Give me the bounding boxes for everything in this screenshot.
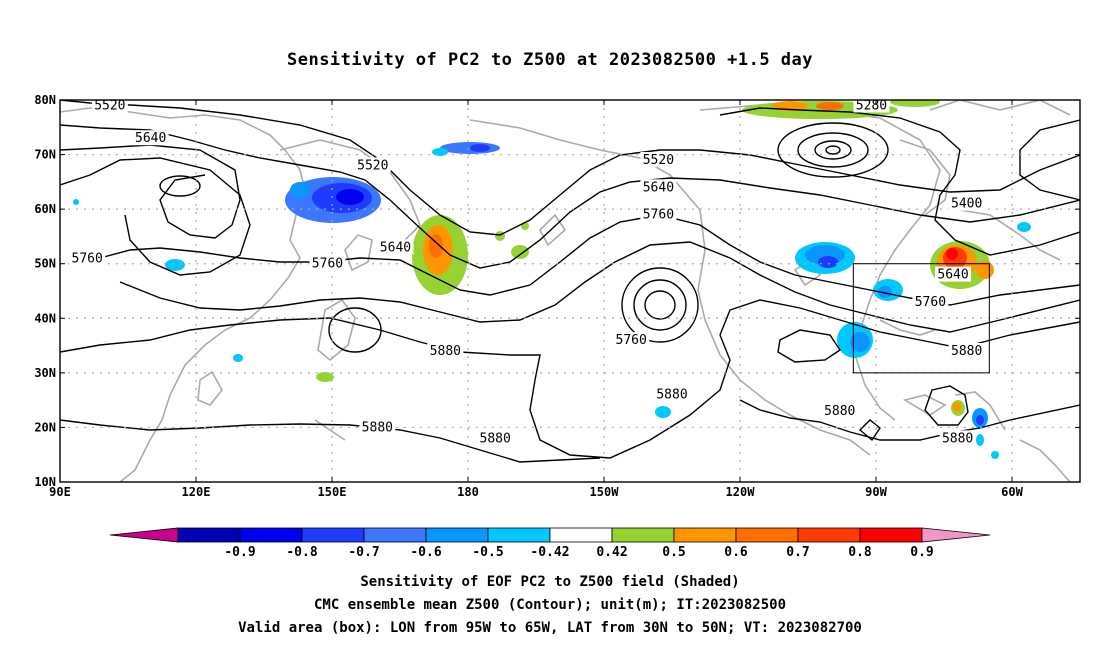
colorbar-cell bbox=[425, 527, 489, 543]
colorbar-label: 0.42 bbox=[596, 545, 627, 560]
lat-tick-label: 70N bbox=[34, 148, 56, 162]
contour-label-bg bbox=[477, 430, 514, 446]
contour-label: 5520 bbox=[643, 153, 674, 168]
contour-label: 5280 bbox=[856, 98, 887, 113]
lat-tick-label: 20N bbox=[34, 420, 56, 434]
colorbar-label: 0.5 bbox=[662, 545, 685, 560]
colorbar-cell bbox=[611, 527, 675, 543]
map-frame bbox=[59, 99, 1081, 483]
colorbar-cell bbox=[363, 527, 427, 543]
contour-label-bg bbox=[132, 130, 169, 146]
contour-label-bg bbox=[935, 266, 972, 282]
axis-ticks bbox=[59, 99, 1080, 483]
contour-label-bg bbox=[427, 343, 464, 359]
colorbar-cell bbox=[859, 527, 923, 543]
contour-label-bg bbox=[309, 255, 346, 271]
longitude-labels: 90E 120E 150E 180 150W 120W 90W 60W bbox=[49, 485, 1023, 499]
colorbar-label: -0.42 bbox=[530, 545, 569, 560]
colorbar-cell bbox=[673, 527, 737, 543]
contour-label: 5400 bbox=[951, 197, 982, 212]
contour-label: 5880 bbox=[362, 420, 393, 435]
contour-label-bg bbox=[377, 239, 414, 255]
contour-label: 5640 bbox=[937, 268, 968, 283]
contour-label: 5640 bbox=[135, 131, 166, 146]
lon-tick-label: 120E bbox=[182, 485, 211, 499]
lat-tick-label: 40N bbox=[34, 311, 56, 325]
contour-label-bg bbox=[640, 206, 677, 222]
contour-label: 5520 bbox=[94, 98, 125, 113]
colorbar-cell bbox=[921, 527, 991, 543]
contour-labels: 5520 5640 5520 5520 5640 5760 5280 5400 5760 5640… bbox=[69, 98, 985, 446]
colorbar-cell bbox=[797, 527, 861, 543]
colorbar-label: -0.7 bbox=[348, 545, 379, 560]
lat-tick-label: 80N bbox=[34, 93, 56, 107]
contour-label-bg bbox=[354, 157, 391, 173]
contour-label: 5880 bbox=[480, 431, 511, 446]
contour-label: 5760 bbox=[915, 295, 946, 310]
colorbar-label: 0.7 bbox=[786, 545, 809, 560]
contour-label: 5880 bbox=[942, 431, 973, 446]
colorbar-label: 0.9 bbox=[910, 545, 933, 560]
colorbar-label: -0.9 bbox=[224, 545, 255, 560]
contour-label: 5760 bbox=[312, 257, 343, 272]
lat-tick-label: 60N bbox=[34, 202, 56, 216]
contour-label-bg bbox=[821, 403, 858, 419]
contour-label: 5640 bbox=[380, 240, 411, 255]
contour-label: 5880 bbox=[824, 404, 855, 419]
contour-label-bg bbox=[939, 430, 976, 446]
contour-label-bg bbox=[654, 386, 690, 402]
contour-label: 5520 bbox=[357, 158, 388, 173]
lat-tick-label: 30N bbox=[34, 366, 56, 380]
valid-area-box bbox=[852, 263, 990, 374]
contour-label-bg bbox=[948, 343, 985, 359]
colorbar-cell bbox=[301, 527, 365, 543]
lon-tick-label: 150E bbox=[318, 485, 347, 499]
lat-tick-label: 50N bbox=[34, 257, 56, 271]
contour-label: 5760 bbox=[643, 208, 674, 223]
contour-label-bg bbox=[640, 152, 677, 168]
contour-label: 5880 bbox=[430, 344, 461, 359]
contour-label-bg bbox=[69, 250, 106, 266]
contour-label-bg bbox=[640, 179, 677, 195]
colorbar: -0.9 -0.8 -0.7 -0.6 -0.5 -0.42 0.42 0.5 0.6 0.7 0.… bbox=[109, 527, 991, 560]
colorbar-cell bbox=[549, 527, 613, 543]
contour-label: 5760 bbox=[72, 251, 103, 266]
colorbar-cell bbox=[177, 527, 241, 543]
contour-label-bg bbox=[948, 195, 985, 211]
lon-tick-label: 180 bbox=[457, 485, 479, 499]
z500-contours bbox=[60, 100, 1080, 463]
lon-tick-label: 60W bbox=[1001, 485, 1023, 499]
lon-tick-label: 120W bbox=[726, 485, 756, 499]
contour-label-bg bbox=[853, 100, 890, 113]
map-content: 5520 5640 5520 5520 5640 5760 5280 5400 5760 5640… bbox=[60, 98, 1080, 482]
lat-tick-label: 10N bbox=[34, 475, 56, 489]
colorbar-cell bbox=[109, 527, 179, 543]
caption-contour: CMC ensemble mean Z500 (Contour); unit(m… bbox=[313, 597, 786, 613]
colorbar-cell bbox=[487, 527, 551, 543]
colorbar-label: -0.5 bbox=[472, 545, 503, 560]
chart-title: Sensitivity of PC2 to Z500 at 2023082500… bbox=[286, 50, 813, 70]
contour-label-bg bbox=[359, 419, 396, 435]
lon-tick-label: 90W bbox=[865, 485, 887, 499]
colorbar-label: -0.8 bbox=[286, 545, 317, 560]
colorbar-label: -0.6 bbox=[410, 545, 441, 560]
contour-label: 5880 bbox=[656, 388, 687, 403]
lon-tick-label: 90E bbox=[49, 485, 71, 499]
contour-label: 5760 bbox=[616, 333, 647, 348]
lon-tick-label: 150W bbox=[590, 485, 620, 499]
colorbar-cell bbox=[735, 527, 799, 543]
contour-label: 5880 bbox=[951, 344, 982, 359]
colorbar-label: 0.6 bbox=[724, 545, 748, 560]
contour-label-bg bbox=[613, 332, 650, 348]
contour-label: 5640 bbox=[643, 180, 674, 195]
caption-shading: Sensitivity of EOF PC2 to Z500 field (Sh… bbox=[360, 574, 740, 590]
contour-label-bg bbox=[912, 293, 949, 309]
contour-label-bg bbox=[91, 100, 128, 113]
caption-valid-area: Valid area (box): LON from 95W to 65W, L… bbox=[238, 620, 862, 636]
colorbar-cell bbox=[239, 527, 303, 543]
latitude-labels: 80N 70N 60N 50N 40N 30N 20N 10N bbox=[34, 93, 56, 489]
colorbar-label: 0.8 bbox=[848, 545, 872, 560]
